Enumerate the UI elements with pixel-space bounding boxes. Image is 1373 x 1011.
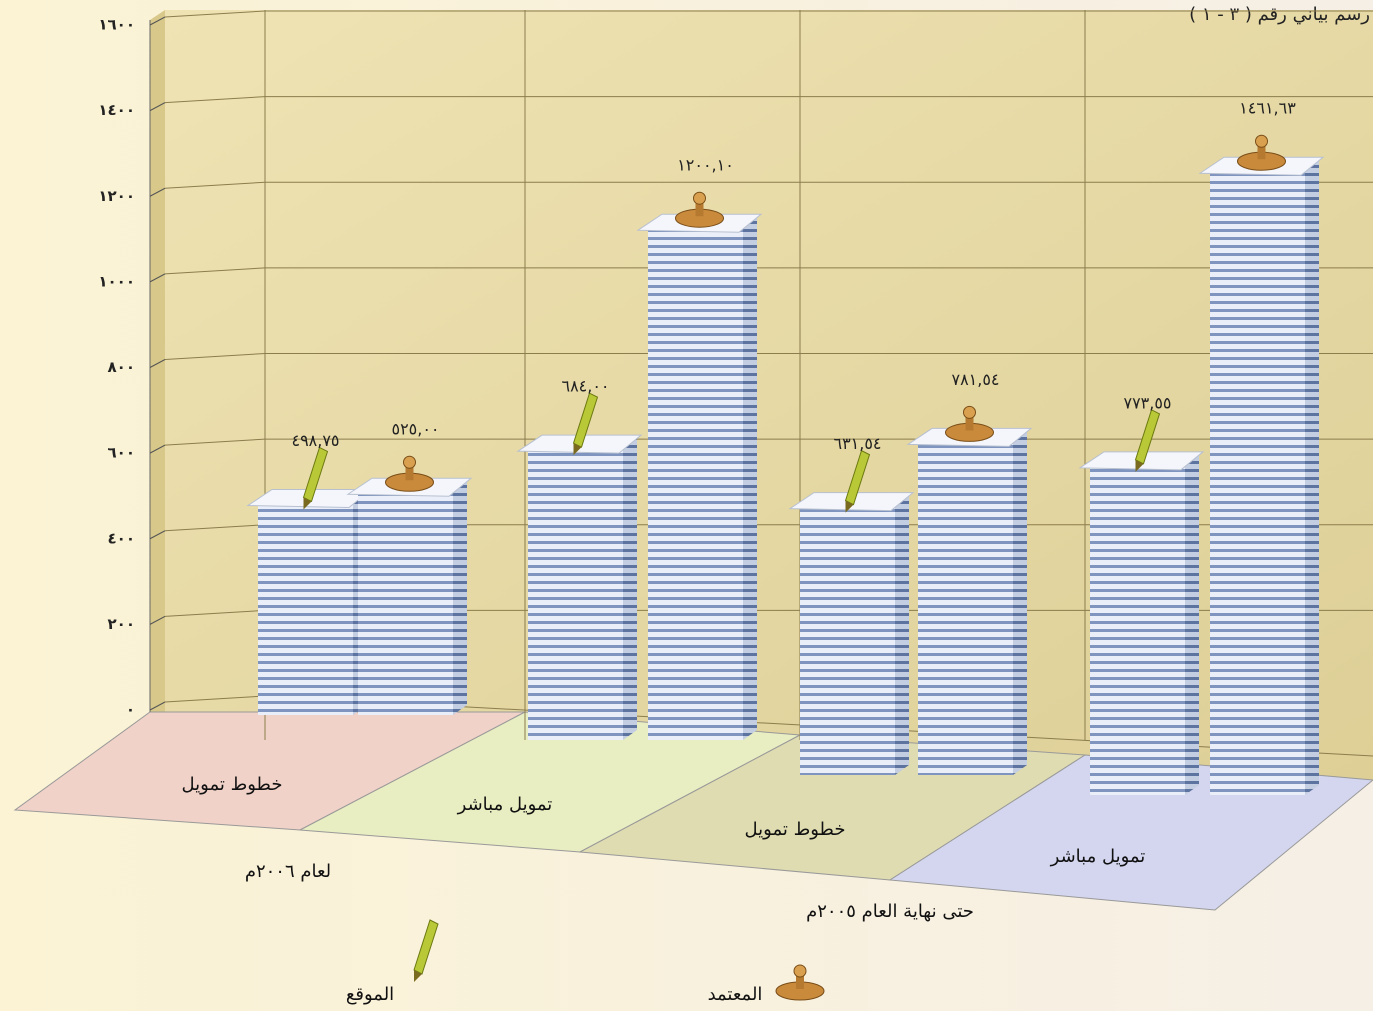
y-tick-label: ٨٠٠ [108, 358, 135, 376]
value-label: ٦٣١,٥٤ [833, 434, 881, 453]
value-label: ٤٩٨,٧٥ [291, 431, 339, 450]
value-label: ٧٧٣,٥٥ [1123, 393, 1171, 412]
value-label: ٧٨١,٥٤ [951, 370, 999, 389]
stamp-stem [796, 973, 804, 989]
bar-side [743, 216, 757, 741]
bar [1198, 156, 1325, 796]
stamp-knob [1255, 134, 1268, 148]
category-label: خطوط تمويل [182, 774, 283, 795]
bar-side [1305, 159, 1319, 796]
bar-front [358, 490, 453, 715]
bar-front [1210, 169, 1305, 796]
bar-side [1185, 453, 1199, 795]
side-wall [150, 10, 165, 720]
y-tick-label: ٤٠٠ [108, 529, 135, 547]
bar-front [258, 501, 353, 715]
stamp-stem [695, 200, 704, 217]
y-tick-label: ١٦٠٠ [98, 16, 135, 34]
category-label: تمويل مباشر [1050, 846, 1146, 867]
bar [906, 427, 1033, 775]
chart-title: رسم بياني رقم ( ٣ - ١ ) [1189, 4, 1370, 25]
y-tick-label: ٠ [126, 701, 135, 719]
bar-front [918, 440, 1013, 775]
y-tick-label: ١٤٠٠ [98, 101, 135, 119]
stamp-knob [793, 964, 807, 978]
group-label: لعام ٢٠٠٦م [245, 861, 331, 882]
value-label: ٦٨٤,٠٠ [561, 377, 609, 396]
tick-mark [149, 359, 166, 368]
bar-side [453, 480, 467, 715]
value-label: ١٢٠٠,١٠ [677, 156, 734, 175]
tick-mark [149, 16, 166, 26]
pen-icon [302, 446, 329, 503]
bar-side [623, 437, 637, 740]
category-label: تمويل مباشر [457, 794, 553, 815]
tick-mark [149, 187, 166, 197]
bar-side [895, 494, 909, 775]
tick-mark [149, 615, 166, 625]
tick-mark [149, 102, 166, 112]
bar-front [1090, 463, 1185, 795]
tick-mark [149, 530, 166, 540]
tick-mark [149, 273, 166, 283]
bar [788, 492, 915, 775]
bar [246, 488, 373, 715]
stamp-knob [403, 455, 416, 469]
tick-mark [149, 701, 166, 711]
legend-label: المعتمد [708, 984, 763, 1005]
stamp-stem [405, 464, 414, 481]
stamp-stem [965, 414, 974, 431]
pen-icon [1134, 409, 1161, 465]
bar [1078, 451, 1205, 795]
tick-mark [149, 444, 166, 454]
legend-label: الموقع [346, 984, 394, 1005]
y-tick-label: ١٢٠٠ [98, 187, 135, 205]
bar-front [648, 226, 743, 741]
bar [346, 477, 473, 715]
pen-nib [303, 497, 312, 510]
category-label: خطوط تمويل [745, 819, 846, 840]
pen-nib [1135, 459, 1144, 472]
y-tick-label: ١٠٠٠ [98, 272, 135, 290]
bar [636, 213, 763, 741]
bar-side [1013, 430, 1027, 775]
bar-front [800, 504, 895, 775]
stamp-stem [1257, 143, 1266, 160]
y-tick-label: ٦٠٠ [108, 444, 135, 462]
stamp-knob [693, 191, 706, 205]
stamp-knob [963, 405, 976, 419]
pen-nib [573, 443, 582, 456]
pen-nib [845, 500, 854, 513]
group-label: حتى نهاية العام ٢٠٠٥م [806, 901, 974, 922]
y-tick-label: ٢٠٠ [108, 615, 135, 633]
bar-front [528, 447, 623, 740]
pen-nib [414, 970, 422, 982]
bar [516, 434, 643, 740]
value-label: ١٤٦١,٦٣ [1239, 99, 1296, 118]
value-label: ٥٢٥,٠٠ [391, 420, 439, 439]
